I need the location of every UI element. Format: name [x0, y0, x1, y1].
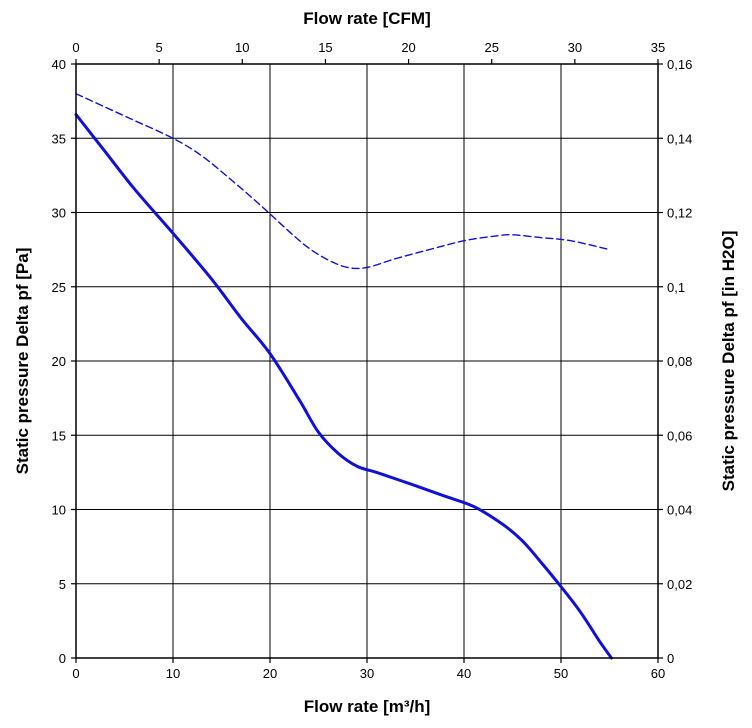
x2-tick-label: 5	[156, 40, 163, 55]
y2-tick-label: 0,12	[667, 206, 692, 221]
x2-tick-label: 10	[235, 40, 249, 55]
y2-tick-label: 0	[667, 651, 674, 666]
y-tick-label: 35	[52, 131, 66, 146]
y2-tick-label: 0,06	[667, 428, 692, 443]
y-tick-label: 20	[52, 354, 66, 369]
y-tick-label: 15	[52, 428, 66, 443]
x2-tick-label: 15	[318, 40, 332, 55]
y2-tick-label: 0,14	[667, 131, 692, 146]
x-tick-label: 10	[166, 666, 180, 681]
y2-tick-label: 0,1	[667, 280, 685, 295]
x2-tick-label: 20	[401, 40, 415, 55]
x2-tick-label: 35	[651, 40, 665, 55]
grid-lines	[76, 64, 658, 658]
y-axis-title: Static pressure Delta pf [Pa]	[13, 248, 32, 475]
x-tick-label: 40	[457, 666, 471, 681]
x2-tick-label: 0	[72, 40, 79, 55]
tick-labels-group: 0 10 20 30 40 50 600 5 10 15 20 25 30 350510152025303…	[52, 40, 693, 681]
y-tick-label: 25	[52, 280, 66, 295]
y-tick-label: 5	[59, 577, 66, 592]
x2-tick-label: 30	[568, 40, 582, 55]
y2-axis-title: Static pressure Delta pf [in H2O]	[719, 231, 738, 492]
series-group	[74, 93, 613, 660]
x-tick-label: 50	[554, 666, 568, 681]
x-tick-label: 60	[651, 666, 665, 681]
x-tick-label: 30	[360, 666, 374, 681]
series-line-solid	[74, 113, 613, 660]
x-tick-label: 20	[263, 666, 277, 681]
y2-tick-label: 0,04	[667, 503, 692, 518]
y2-tick-label: 0,08	[667, 354, 692, 369]
y-tick-label: 30	[52, 206, 66, 221]
x2-axis-title: Flow rate [CFM]	[303, 9, 431, 28]
y-tick-label: 0	[59, 651, 66, 666]
x2-tick-label: 25	[484, 40, 498, 55]
y-tick-label: 10	[52, 503, 66, 518]
x-axis-title: Flow rate [m³/h]	[304, 697, 431, 716]
series-line-dashed	[75, 93, 611, 270]
y-tick-label: 40	[52, 57, 66, 72]
y2-tick-label: 0,16	[667, 57, 692, 72]
y2-tick-label: 0,02	[667, 577, 692, 592]
ticks-group	[71, 59, 663, 663]
x-tick-label: 0	[72, 666, 79, 681]
